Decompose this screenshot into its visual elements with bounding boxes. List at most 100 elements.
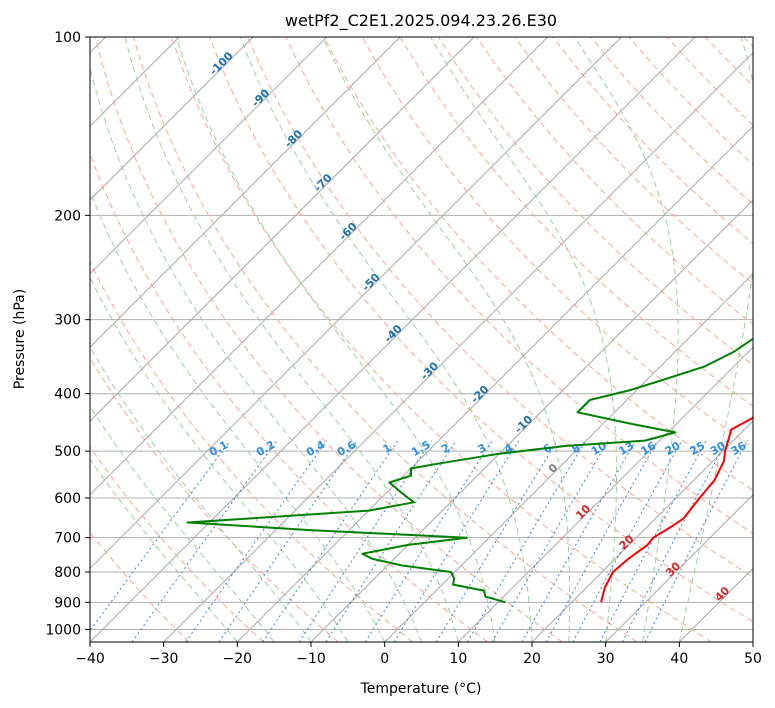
dry-adiabat [90, 152, 488, 642]
dry-adiabat [323, 37, 753, 491]
profile-series-1 [600, 415, 753, 603]
dry-adiabat [704, 37, 753, 87]
dry-adiabat [476, 37, 753, 325]
x-tick-label: −20 [223, 651, 253, 667]
mixing-ratio-label: 1.5 [409, 438, 432, 459]
dry-adiabat [743, 37, 753, 48]
chart-title: wetPf2_C2E1.2025.094.23.26.E30 [285, 11, 557, 31]
y-tick-label: 600 [54, 491, 81, 507]
isotherm [90, 37, 401, 349]
isotherm-label: -10 [512, 413, 535, 436]
x-tick-label: 50 [744, 651, 762, 667]
moist-adiabat [124, 37, 459, 642]
mixing-ratio-line [298, 440, 432, 642]
isotherm [90, 37, 254, 201]
plot-series [186, 337, 753, 604]
dry-adiabat [209, 37, 753, 623]
mixing-ratio-label: 25 [687, 439, 707, 458]
moist-adiabat [90, 458, 238, 642]
moist-adiabat [90, 189, 386, 642]
mixing-ratio-label: 16 [638, 439, 658, 458]
moist-adiabat [90, 405, 275, 642]
mixing-ratio-label: 10 [589, 439, 609, 458]
isotherm-label: -80 [282, 127, 305, 150]
isotherm [90, 37, 549, 496]
isotherm-label: -50 [359, 270, 382, 293]
y-tick-label: 400 [54, 387, 81, 403]
x-tick-label: 0 [380, 651, 389, 667]
y-tick-label: 1000 [45, 622, 81, 638]
moist-adiabat [175, 37, 496, 642]
dry-adiabat [514, 37, 753, 285]
mixing-ratio-line [218, 440, 358, 642]
y-axis: 100 200 300 400 500 600 700 800 900 1000 [45, 30, 90, 638]
mixing-ratio-line [599, 440, 707, 642]
isotherm [90, 37, 328, 275]
dry-adiabat [132, 37, 638, 642]
isotherm [236, 125, 753, 642]
dry-adiabat [90, 531, 190, 642]
y-tick-label: 900 [54, 595, 81, 611]
mixing-ratio-label: 20 [663, 439, 683, 458]
x-tick-label: 30 [597, 651, 615, 667]
mixing-ratio-label: 0.1 [207, 438, 230, 459]
moist-adiabat [90, 65, 422, 642]
isotherm [457, 346, 753, 642]
x-tick-label: 20 [523, 651, 541, 667]
mixing-ratio-line [545, 440, 659, 642]
mixing-ratio-label: 2 [439, 441, 452, 456]
isotherm [605, 493, 753, 642]
mixing-ratio-line [644, 440, 748, 642]
moist-adiabat [90, 345, 312, 642]
mixing-ratio-line [572, 440, 683, 642]
mixing-ratio-label: 8 [570, 441, 583, 456]
isotherm [310, 199, 753, 642]
mixing-ratio-line [364, 440, 493, 642]
x-axis-title: Temperature (°C) [360, 681, 482, 697]
y-tick-label: 700 [54, 531, 81, 547]
dry-adiabat [90, 446, 264, 642]
isotherm [384, 272, 753, 642]
plot-frame [89, 36, 754, 643]
dry-adiabat [90, 260, 414, 642]
moist-adiabat [90, 276, 349, 642]
isotherm [90, 37, 622, 570]
moist-adiabat [430, 37, 617, 642]
isotherm [752, 641, 753, 642]
dry-adiabat [247, 37, 753, 578]
mixing-ratio-line [185, 440, 328, 642]
moist-adiabat [678, 37, 753, 642]
x-tick-label: 40 [670, 651, 688, 667]
moist-adiabat [322, 37, 571, 642]
isotherm [678, 567, 753, 642]
moist-adiabat [574, 37, 679, 642]
isotherm [163, 51, 753, 642]
x-tick-label: −10 [296, 651, 326, 667]
moist-adiabat [239, 37, 533, 642]
mixing-ratio-label: 3 [475, 441, 488, 456]
mixing-ratio-line [131, 440, 278, 642]
isotherm [531, 420, 753, 642]
mixing-ratio-line [435, 440, 558, 642]
dry-adiabat [90, 356, 339, 642]
x-tick-label: −40 [75, 651, 105, 667]
mixing-ratio-label: 0.6 [335, 438, 359, 459]
mixing-ratio-label: 0.2 [254, 438, 277, 459]
isotherm-label: 30 [663, 559, 683, 579]
y-tick-label: 800 [54, 565, 81, 581]
isotherm [90, 37, 475, 422]
dry-adiabat [552, 37, 753, 245]
y-tick-label: 300 [54, 313, 81, 329]
mixing-ratio-line [621, 440, 728, 642]
x-tick-label: −30 [149, 651, 179, 667]
x-tick-label: 10 [449, 651, 467, 667]
y-tick-label: 100 [54, 30, 81, 46]
plot-background-lines: 0.1 0.2 0.4 0.6 1 1.5 2 3 4 6 8 10 13 16 20 25 30 36-100-… [90, 37, 753, 642]
isotherm-label: -90 [249, 86, 272, 109]
dry-adiabat [94, 37, 563, 642]
y-tick-label: 200 [54, 208, 81, 224]
isotherm-label: -60 [337, 220, 360, 243]
isotherm-label: -40 [382, 322, 405, 345]
y-tick-label: 500 [54, 444, 81, 460]
